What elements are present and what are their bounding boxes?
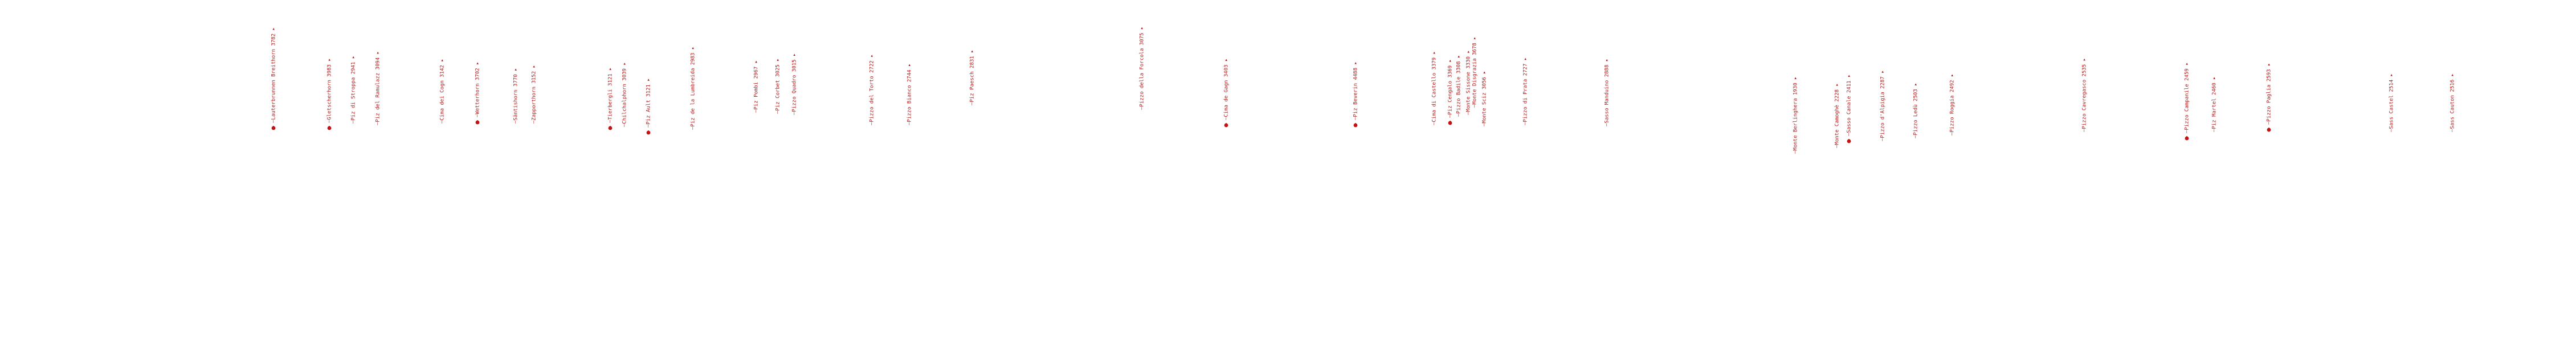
- peak-dot-icon: [1847, 139, 1851, 143]
- peak-marker: —Pizzo Quadro 3015 ▸: [792, 54, 798, 115]
- peak-marker: —Pizzo Badile 3308 ▸: [1456, 55, 1462, 117]
- peak-marker: —Piz di Stroppa 2941 ▸: [351, 56, 357, 124]
- peak-marker: —Piz de la Lumbreida 2983 ▸: [691, 47, 696, 130]
- peak-label: —Piz Paesch 2831 ▸: [970, 50, 975, 105]
- peak-marker: —Piz Ault 3121 ▸: [646, 78, 652, 135]
- peak-label: —Cima de Gagn 3403 ▸: [1224, 59, 1230, 120]
- peak-marker: —Zapporthorn 3152 ▸: [532, 65, 537, 124]
- peak-marker: —Pizzo del Torto 2722 ▸: [869, 54, 875, 125]
- peak-marker: —Pizzo di Prata 2727 ▸: [1523, 58, 1529, 125]
- peak-label: —Monte Camoghè 2228 ▸: [1834, 83, 1840, 148]
- peak-dot-icon: [608, 126, 613, 130]
- peak-label: —Piz de la Lumbreida 2983 ▸: [691, 47, 696, 130]
- peak-label: —Wetterhorn 3702 ▸: [475, 61, 481, 117]
- peak-label: —Monte Sciz 3056 ▸: [1482, 71, 1488, 126]
- peak-label: —Zapporthorn 3152 ▸: [532, 65, 537, 124]
- peak-marker: —Sass Castel 2514 ▸: [2389, 73, 2395, 132]
- peak-label: —Pizzo del Torto 2722 ▸: [869, 54, 875, 125]
- peak-marker: —Pizzo Cavregasco 2535 ▸: [2082, 58, 2088, 132]
- peak-marker: —Pizzo Bianco 2744 ▸: [907, 64, 913, 125]
- peak-label: —Pizzo Bianco 2744 ▸: [907, 64, 913, 125]
- peak-marker: —Piz Paesch 2831 ▸: [970, 50, 975, 105]
- peak-label: —Pizzo di Prata 2727 ▸: [1523, 58, 1529, 125]
- peak-label: —Pizzo Cavregasco 2535 ▸: [2082, 58, 2088, 132]
- peak-label: —Pizzo Roggia 2492 ▸: [1950, 74, 1956, 136]
- peak-label: —Pizzo d'Alpigia 2287 ▸: [1880, 70, 1886, 141]
- peak-marker: —Piz Cengalo 3369 ▸: [1448, 59, 1454, 125]
- peak-marker: —Lauterbrunnen Breithorn 3782 ▸: [271, 27, 277, 130]
- peak-label: —Piz di Stroppa 2941 ▸: [351, 56, 357, 124]
- peak-marker: —Cima di Castello 3379 ▸: [1432, 51, 1438, 125]
- peak-marker: —Cima de Gagn 3403 ▸: [1224, 59, 1230, 128]
- peak-label: —Cima dei Cogn 3142 ▸: [440, 59, 446, 124]
- peak-dot-icon: [2267, 128, 2271, 132]
- peak-label: —Säntishorn 3770 ▸: [513, 68, 519, 124]
- peak-label: —Monte Sissone 3330 ▸: [1466, 50, 1472, 115]
- peak-marker: —Gletscherhorn 3983 ▸: [327, 58, 333, 130]
- peak-label: —Monte Berlinghera 1930 ▸: [1793, 77, 1799, 154]
- peak-marker: —Monte Camoghè 2228 ▸: [1834, 83, 1840, 148]
- peak-marker: —Pizzo Roggia 2492 ▸: [1950, 74, 1956, 136]
- peak-marker: —Tierbergli 3121 ▸: [608, 67, 614, 130]
- peak-label: —Pizzo della Forcola 3075 ▸: [1140, 27, 1145, 110]
- peak-marker: —Chilchalphorn 3039 ▸: [622, 62, 628, 127]
- peak-label: —Piz del Ramulazz 3094 ▸: [375, 51, 381, 125]
- peak-marker: —Pizzo Ledù 2503 ▸: [1913, 83, 1919, 138]
- peak-label: —Piz Pombi 2967 ▸: [754, 60, 760, 113]
- peak-dot-icon: [475, 120, 480, 125]
- peak-marker: —Monte Sissone 3330 ▸: [1466, 50, 1472, 115]
- peak-label: —Sass Castel 2514 ▸: [2389, 73, 2395, 132]
- peak-marker: —Monte Berlinghera 1930 ▸: [1793, 77, 1799, 154]
- peak-marker: —Monte Sciz 3056 ▸: [1482, 71, 1488, 126]
- peak-dot-icon: [271, 126, 276, 130]
- peak-marker: —Piz Beverin 4488 ▸: [1353, 61, 1359, 128]
- peak-marker: —Sass Cauton 2516 ▸: [2450, 73, 2456, 132]
- peak-label: —Piz Beverin 4488 ▸: [1353, 61, 1359, 120]
- peak-dot-icon: [646, 130, 651, 135]
- peak-label: —Pizzo Paglia 2593 ▸: [2267, 63, 2272, 125]
- peak-marker: —Sasso Canale 2411 ▸: [1847, 75, 1852, 143]
- peak-marker: —Monte Disgrazia 3678 ▸: [1472, 36, 1478, 108]
- peak-label: —Piz Ault 3121 ▸: [646, 78, 652, 128]
- peak-label: —Piz Cengalo 3369 ▸: [1448, 59, 1454, 118]
- peak-label: —Monte Disgrazia 3678 ▸: [1472, 36, 1478, 108]
- peak-marker: —Piz del Ramulazz 3094 ▸: [375, 51, 381, 125]
- peak-label: —Tierbergli 3121 ▸: [608, 67, 614, 123]
- peak-marker: —Piz Pombi 2967 ▸: [754, 60, 760, 113]
- peak-label: —Sasso Manduino 2888 ▸: [1605, 59, 1610, 126]
- peak-marker: —Sasso Manduino 2888 ▸: [1605, 59, 1610, 126]
- peak-label: —Pizzo Ledù 2503 ▸: [1913, 83, 1919, 138]
- peak-marker: —Pizzo d'Alpigia 2287 ▸: [1880, 70, 1886, 141]
- peak-label: —Pizzo Quadro 3015 ▸: [792, 54, 798, 115]
- peak-label: —Cima di Castello 3379 ▸: [1432, 51, 1438, 125]
- peak-label: —Sass Cauton 2516 ▸: [2450, 73, 2456, 132]
- peak-marker: —Piz Martel 2460 ▸: [2212, 76, 2218, 132]
- peak-label: —Piz Martel 2460 ▸: [2212, 76, 2218, 132]
- peak-label: —Gletscherhorn 3983 ▸: [327, 58, 333, 123]
- peak-label: —Sasso Canale 2411 ▸: [1847, 75, 1852, 136]
- peak-marker: —Säntishorn 3770 ▸: [513, 68, 519, 124]
- peak-label: —Pizzo Badile 3308 ▸: [1456, 55, 1462, 117]
- peak-label: —Lauterbrunnen Breithorn 3782 ▸: [271, 27, 277, 123]
- peak-marker: —Piz Corbet 3025 ▸: [775, 58, 781, 114]
- peak-marker: —Cima dei Cogn 3142 ▸: [440, 59, 446, 124]
- peak-marker: —Pizzo Campanile 2459 ▸: [2185, 62, 2190, 141]
- peak-label: —Pizzo Campanile 2459 ▸: [2185, 62, 2190, 133]
- peak-marker: —Pizzo Paglia 2593 ▸: [2267, 63, 2272, 132]
- peak-dot-icon: [1224, 123, 1228, 128]
- peak-label: —Chilchalphorn 3039 ▸: [622, 62, 628, 127]
- peak-marker: —Wetterhorn 3702 ▸: [475, 61, 481, 125]
- peak-dot-icon: [327, 126, 332, 130]
- peak-dot-icon: [1353, 123, 1358, 128]
- peak-marker: —Pizzo della Forcola 3075 ▸: [1140, 27, 1145, 110]
- peak-dot-icon: [2185, 136, 2189, 141]
- peak-label: —Piz Corbet 3025 ▸: [775, 58, 781, 114]
- peak-dot-icon: [1448, 121, 1452, 125]
